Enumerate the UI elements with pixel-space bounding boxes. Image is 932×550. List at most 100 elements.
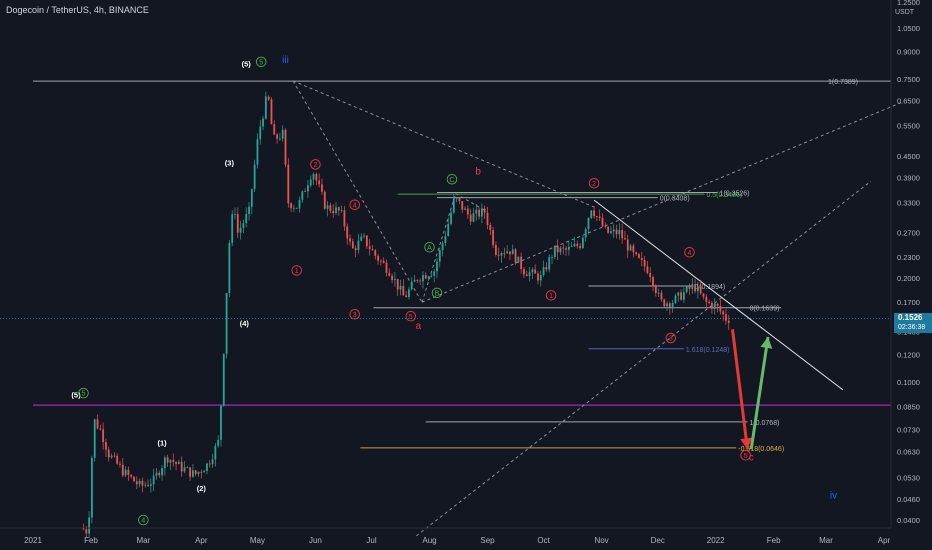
- candle-body: [368, 246, 371, 250]
- y-tick-label: 0.3300: [897, 198, 920, 207]
- candle-body: [287, 164, 290, 204]
- x-tick-label: 2021: [24, 536, 42, 545]
- wave-label: 1: [549, 293, 553, 300]
- candle-body: [298, 199, 301, 209]
- fib-level-label: 1.618(0.1248): [686, 347, 730, 354]
- candle-body: [708, 301, 711, 304]
- wave-label: 1: [295, 268, 299, 275]
- candle-body: [326, 205, 329, 209]
- candle-body: [646, 266, 649, 274]
- candle-body: [719, 305, 722, 312]
- candle-body: [152, 475, 155, 485]
- wave-label-circle: [740, 450, 751, 461]
- candle-body: [119, 463, 121, 465]
- y-tick-label: 0.0460: [897, 495, 920, 504]
- y-tick-label: 0.6500: [897, 96, 920, 105]
- candle-body: [88, 517, 91, 534]
- candle-body: [284, 129, 287, 165]
- candle-body: [657, 292, 660, 294]
- candle-body: [562, 247, 565, 249]
- candle-body: [455, 197, 458, 199]
- candle-body: [96, 419, 99, 429]
- wave-label-circle: [78, 387, 89, 399]
- candle-body: [430, 275, 433, 277]
- fib-level-label: 1(0.1894): [695, 284, 725, 291]
- candle-body: [161, 468, 163, 476]
- candle-body: [149, 484, 152, 486]
- candle-body: [312, 174, 315, 180]
- candle-body: [248, 206, 250, 215]
- candle-body: [217, 439, 220, 446]
- candle-body: [234, 214, 236, 215]
- wave-label: (1): [157, 438, 167, 447]
- candle-body: [270, 99, 273, 125]
- candle-body: [203, 471, 206, 473]
- candle-body: [716, 303, 719, 306]
- candle-body: [629, 245, 632, 251]
- candle-body: [581, 237, 584, 248]
- candle-body: [343, 210, 346, 227]
- candle-body: [458, 197, 461, 202]
- candle-body: [276, 134, 278, 139]
- candle-body: [654, 286, 657, 294]
- candle-body: [596, 216, 598, 217]
- arrow-shaft: [731, 329, 749, 450]
- candle-body: [447, 223, 450, 236]
- candle-body: [354, 248, 357, 251]
- candle-body: [186, 467, 189, 469]
- candle-body: [452, 198, 455, 213]
- candle-body: [548, 257, 551, 270]
- projection-arrows: [731, 329, 773, 450]
- candle-body: [531, 269, 534, 273]
- candle-body: [553, 245, 556, 257]
- fib-level-label: 1(0.7389): [828, 79, 858, 86]
- candle-body: [189, 467, 192, 477]
- wave-label: 4: [688, 250, 692, 257]
- candle-body: [346, 226, 349, 239]
- candle-body: [534, 269, 537, 274]
- candle-body: [643, 260, 646, 267]
- candle-body: [680, 292, 682, 300]
- candle-body: [576, 243, 579, 246]
- y-tick-label: 0.4500: [897, 152, 920, 161]
- candle-body: [135, 481, 138, 485]
- candle-body: [382, 260, 385, 263]
- arrow-head: [760, 336, 773, 349]
- candle-body: [660, 292, 663, 300]
- candle-body: [82, 527, 85, 530]
- fib-level-label: 0.5(0.3486): [706, 192, 742, 199]
- wave-label: A: [427, 245, 432, 252]
- candle-body: [399, 285, 402, 290]
- candle-body: [360, 236, 363, 241]
- candle-body: [85, 529, 88, 534]
- candle-body: [337, 207, 340, 211]
- candle-body: [99, 428, 102, 430]
- x-tick-label: Jun: [309, 536, 322, 545]
- candle-body: [697, 286, 699, 292]
- fib-level-label: 1(0.0768): [749, 420, 779, 427]
- wave-label: (5): [71, 391, 81, 400]
- candle-body: [495, 245, 497, 255]
- candle-body: [323, 191, 326, 209]
- wave-label-circle: [588, 177, 600, 189]
- candle-body: [222, 354, 225, 406]
- candle-body: [618, 229, 621, 235]
- candle-body: [635, 252, 638, 255]
- wave-label-circle: [255, 56, 267, 68]
- candle-body: [245, 214, 248, 224]
- candle-body: [663, 299, 666, 307]
- candle-body: [107, 449, 110, 458]
- candle-body: [172, 460, 175, 463]
- candle-body: [444, 235, 447, 243]
- currency-label: USDT: [895, 9, 915, 16]
- wave-label: c: [749, 453, 754, 464]
- x-tick-label: May: [250, 536, 265, 545]
- candle-body: [309, 179, 312, 186]
- candle-body: [391, 275, 394, 280]
- y-tick-label: 0.0630: [897, 448, 920, 457]
- wave-label-circle: [684, 246, 695, 258]
- candle-body: [511, 249, 514, 255]
- candle-body: [304, 191, 307, 193]
- wave-label-circle: [291, 265, 302, 276]
